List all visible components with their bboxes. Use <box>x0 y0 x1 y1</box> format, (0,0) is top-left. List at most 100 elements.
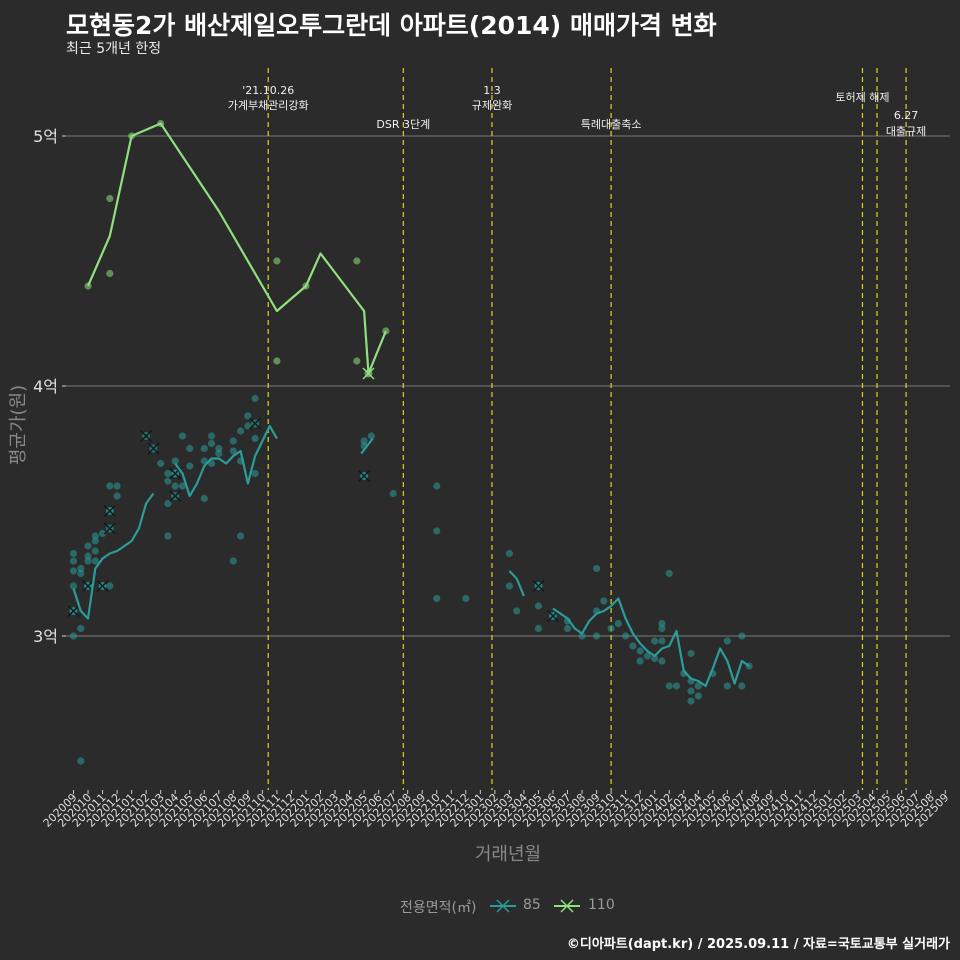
y-tick-label: 4억 <box>33 377 58 396</box>
data-point <box>658 637 666 645</box>
source-caption: ©디아파트(dapt.kr) / 2025.09.11 / 자료=국토교통부 실… <box>566 937 950 952</box>
data-point <box>723 682 731 690</box>
event-label: 규제완화 <box>472 99 512 112</box>
data-point <box>77 624 85 633</box>
series-line-110 <box>86 122 387 375</box>
data-point <box>738 682 746 690</box>
data-point <box>77 564 85 573</box>
data-point <box>694 692 702 700</box>
cross-marker <box>103 505 116 517</box>
legend-swatch-85 <box>488 897 518 915</box>
data-point <box>534 624 543 633</box>
data-point <box>229 447 237 455</box>
data-point <box>643 652 652 660</box>
data-point <box>113 482 121 490</box>
data-point <box>77 757 85 765</box>
data-point <box>164 477 172 485</box>
data-point <box>251 469 259 478</box>
data-point <box>563 624 572 633</box>
series-line-85 <box>72 492 155 620</box>
data-point <box>69 557 78 565</box>
data-point <box>229 557 237 565</box>
data-point <box>91 532 99 540</box>
data-point <box>77 569 85 578</box>
data-point <box>578 632 586 640</box>
event-label: 1.3 <box>483 84 501 97</box>
data-point <box>207 432 216 440</box>
data-point <box>244 412 252 420</box>
data-point <box>106 269 114 278</box>
data-point <box>164 469 172 478</box>
data-point <box>106 482 114 490</box>
data-point <box>91 557 99 565</box>
y-tick-label: 5억 <box>33 127 58 146</box>
data-point <box>723 637 731 645</box>
data-point <box>207 439 216 448</box>
series-line-85 <box>360 437 374 455</box>
data-point <box>106 194 114 203</box>
data-point <box>200 444 208 453</box>
data-point <box>513 607 521 615</box>
data-point <box>69 632 78 640</box>
legend: 전용면적(㎡) 85 110 <box>0 897 960 917</box>
data-point <box>98 529 107 538</box>
data-point <box>505 549 513 558</box>
data-point <box>171 482 179 490</box>
data-point <box>651 637 659 645</box>
data-point <box>672 682 681 690</box>
y-axis-label: 평균가(원) <box>8 385 29 465</box>
data-point <box>91 537 99 545</box>
data-point <box>687 687 695 695</box>
cross-marker <box>169 490 182 502</box>
cross-marker <box>249 417 262 430</box>
data-point <box>433 482 441 490</box>
cross-marker <box>96 580 109 592</box>
data-point <box>433 594 441 603</box>
data-point <box>273 357 281 365</box>
data-point <box>251 434 259 443</box>
data-point <box>157 459 165 468</box>
legend-swatch-110 <box>552 897 582 915</box>
cross-marker <box>358 470 371 482</box>
data-point <box>200 494 208 503</box>
data-point <box>164 499 172 508</box>
event-label: 가계부채관리강화 <box>228 99 309 112</box>
data-point <box>215 449 223 458</box>
data-point <box>251 394 259 403</box>
data-point <box>389 489 397 498</box>
data-point <box>462 594 470 603</box>
data-point <box>229 437 237 445</box>
data-point <box>636 647 644 655</box>
y-tick-label: 3억 <box>33 627 58 646</box>
data-point <box>164 532 172 540</box>
series-line-85 <box>552 597 750 688</box>
data-point <box>178 482 187 490</box>
data-point <box>244 422 252 430</box>
data-point <box>636 657 644 665</box>
cross-marker <box>82 580 95 592</box>
data-point <box>622 632 630 640</box>
data-point <box>687 697 695 705</box>
event-label: 6.27 <box>894 109 919 122</box>
chart-subtitle: 최근 5개년 한정 <box>66 41 162 57</box>
data-point <box>592 564 601 573</box>
data-point <box>592 632 601 640</box>
data-point <box>186 444 194 453</box>
data-point <box>69 549 78 558</box>
series-line-85 <box>174 424 278 498</box>
cross-marker <box>67 605 80 617</box>
cross-marker <box>147 442 160 455</box>
legend-label-85: 85 <box>523 897 541 913</box>
data-point <box>106 582 114 590</box>
data-point <box>534 602 543 610</box>
data-point <box>738 632 746 640</box>
event-label: 토허제 해제 <box>835 90 889 104</box>
data-point <box>505 582 513 590</box>
data-point <box>236 532 245 540</box>
cross-marker <box>103 522 116 535</box>
legend-label-110: 110 <box>588 897 615 913</box>
data-point <box>433 527 441 535</box>
data-point <box>658 624 666 633</box>
data-point <box>665 569 673 578</box>
